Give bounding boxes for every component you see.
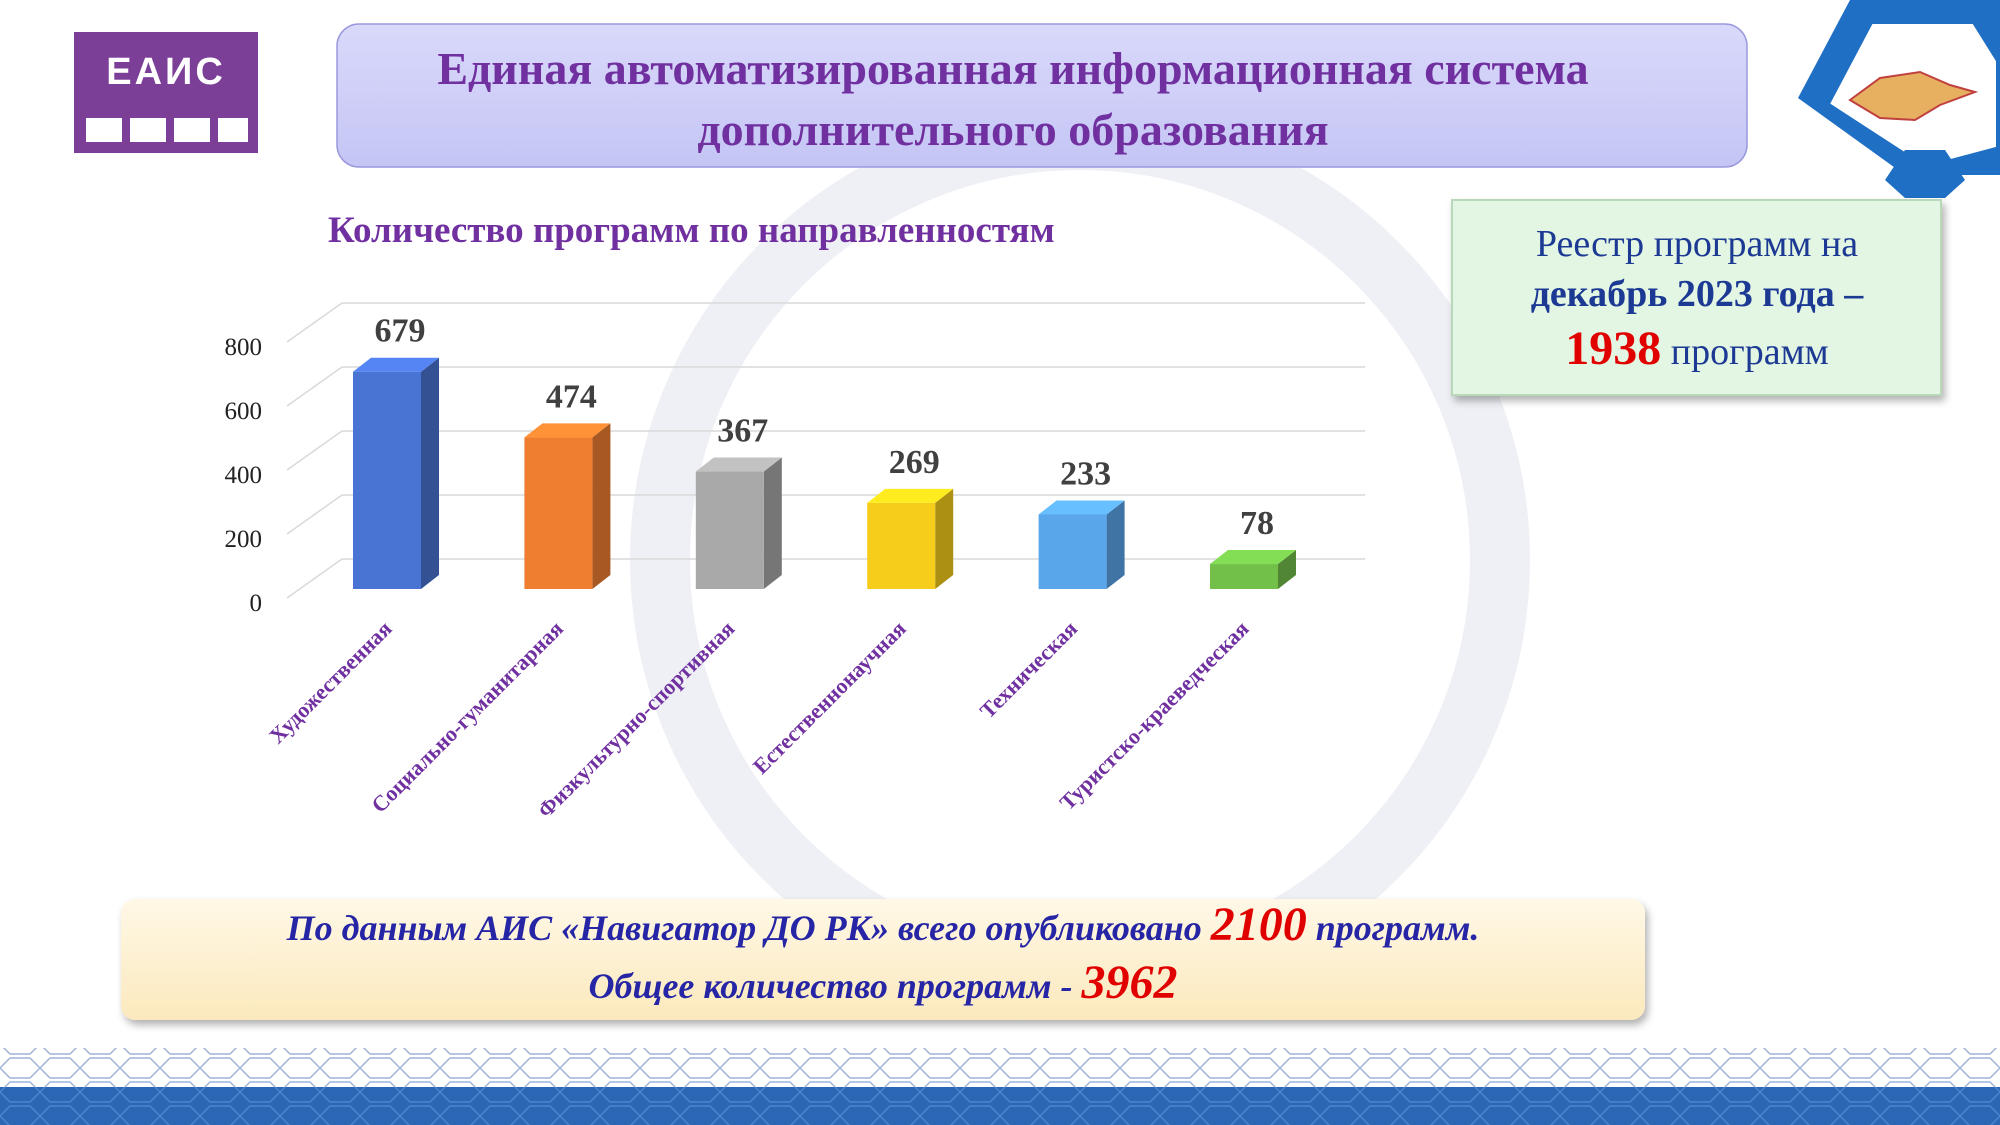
value-label: 78 [1240, 505, 1274, 542]
footer-text: Общее количество программ - [589, 966, 1073, 1006]
grid-line [286, 430, 343, 471]
footer-line: По данным АИС «Навигатор ДО РК» всего оп… [286, 898, 1480, 951]
bar-top [867, 488, 954, 503]
grid-line [286, 558, 343, 599]
value-label: 233 [1060, 455, 1111, 492]
bar-side [421, 357, 439, 589]
footer-line: Общее количество программ - 3962 [589, 956, 1178, 1009]
x-tick-label: Естественнонаучная [748, 616, 911, 779]
y-tick-label: 0 [250, 590, 263, 617]
bar-top [1210, 550, 1296, 565]
grid-line [286, 366, 343, 407]
grid-line [286, 494, 343, 535]
bar-side [592, 423, 611, 589]
x-tick-label: Техническая [975, 616, 1083, 724]
bar [695, 471, 764, 589]
bar [524, 437, 593, 589]
x-tick-label: Туристско-краеведческая [1055, 616, 1254, 815]
footer-published: 2100 [1210, 898, 1307, 951]
band-blue [0, 1087, 2000, 1125]
logo-text: ЕАИС [106, 51, 226, 93]
bar-side [935, 488, 954, 589]
bar-top [695, 457, 782, 472]
registry-text: Реестр программ на [1536, 223, 1858, 265]
y-tick-label: 200 [225, 526, 263, 553]
bar [1210, 564, 1278, 589]
emblem [1798, 0, 2000, 198]
bar [353, 371, 421, 589]
registry-count-line: 1938 программ [1565, 322, 1828, 375]
bar-side [763, 457, 782, 589]
x-tick-label: Художественная [264, 616, 397, 749]
band-light [0, 1048, 2000, 1088]
header-title: Единая автоматизированная информационная… [437, 43, 1588, 94]
header-box [336, 23, 1748, 168]
bar [1038, 514, 1107, 589]
value-label: 367 [717, 413, 768, 450]
bar [867, 502, 936, 589]
bar-side [1106, 500, 1125, 589]
grid-line [286, 302, 343, 343]
value-label: 474 [546, 378, 597, 415]
registry-count: 1938 [1565, 322, 1661, 375]
value-label: 679 [375, 313, 426, 350]
chart: 0 200 400 600 800 679 Художественная 474 Социаль… [225, 302, 1365, 823]
y-tick-label: 400 [225, 462, 263, 489]
chart-title: Количество программ по направленностям [328, 210, 1055, 251]
header-title: дополнительного образования [697, 104, 1328, 155]
registry-suffix: программ [1671, 331, 1829, 373]
y-tick-label: 600 [225, 398, 263, 425]
registry-date: декабрь 2023 года – [1531, 273, 1865, 315]
bar-top [1038, 500, 1125, 515]
footer-box [121, 899, 1645, 1020]
registry-box [1451, 199, 1942, 396]
y-tick-label: 800 [225, 334, 263, 361]
footer-text: По данным АИС «Навигатор ДО РК» всего оп… [286, 908, 1202, 948]
bar-top [524, 423, 611, 438]
logo: ЕАИС [74, 32, 258, 153]
bar-side [1278, 550, 1296, 589]
footer-total: 3962 [1081, 956, 1178, 1009]
x-tick-label: Социально-гуманитарная [366, 616, 568, 818]
footer-text: программ. [1316, 908, 1480, 948]
value-label: 269 [889, 444, 940, 481]
bar-top [353, 357, 439, 372]
